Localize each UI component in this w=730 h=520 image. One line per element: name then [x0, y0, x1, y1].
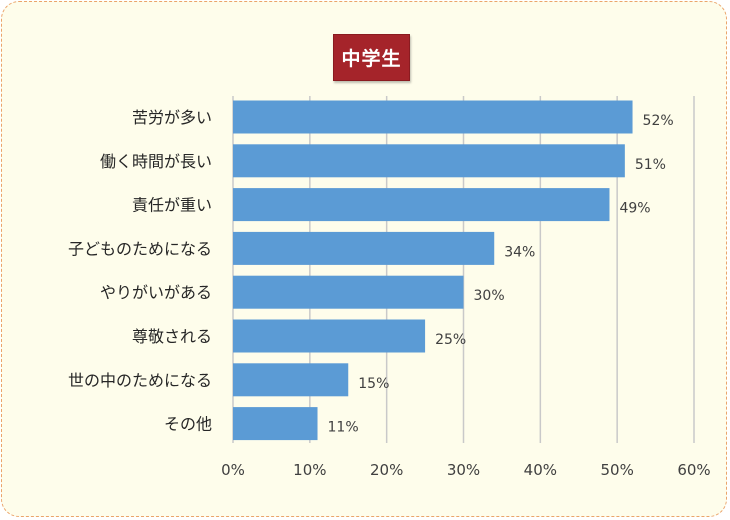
bar — [233, 188, 610, 222]
bar — [233, 144, 625, 178]
x-tick-label: 20% — [370, 461, 403, 479]
x-tick-label: 60% — [677, 461, 710, 479]
bar — [233, 275, 464, 309]
data-label: 49% — [619, 201, 650, 217]
bar — [233, 319, 426, 353]
category-label: 子どものためになる — [68, 239, 212, 258]
category-label: 苦労が多い — [132, 108, 212, 127]
bar — [233, 407, 318, 441]
x-tick-label: 0% — [221, 461, 245, 479]
category-label: 働く時間が長い — [100, 152, 212, 171]
category-label: その他 — [164, 415, 212, 434]
data-label: 51% — [635, 157, 666, 173]
category-label: 責任が重い — [132, 196, 212, 215]
bar — [233, 231, 495, 265]
data-label: 30% — [474, 288, 505, 304]
data-label: 11% — [328, 420, 359, 436]
category-label: 尊敬される — [132, 327, 212, 346]
data-label: 25% — [435, 332, 466, 348]
bar — [233, 363, 349, 397]
data-label: 34% — [504, 244, 535, 260]
bar — [233, 100, 633, 134]
category-label: 世の中のためになる — [68, 371, 212, 390]
x-tick-label: 10% — [293, 461, 326, 479]
data-label: 15% — [358, 376, 389, 392]
category-label: やりがいがある — [100, 283, 212, 302]
x-tick-label: 40% — [524, 461, 557, 479]
x-tick-label: 50% — [600, 461, 633, 479]
data-label: 52% — [643, 113, 674, 129]
chart-title: 中学生 — [333, 34, 410, 81]
x-tick-label: 30% — [447, 461, 480, 479]
